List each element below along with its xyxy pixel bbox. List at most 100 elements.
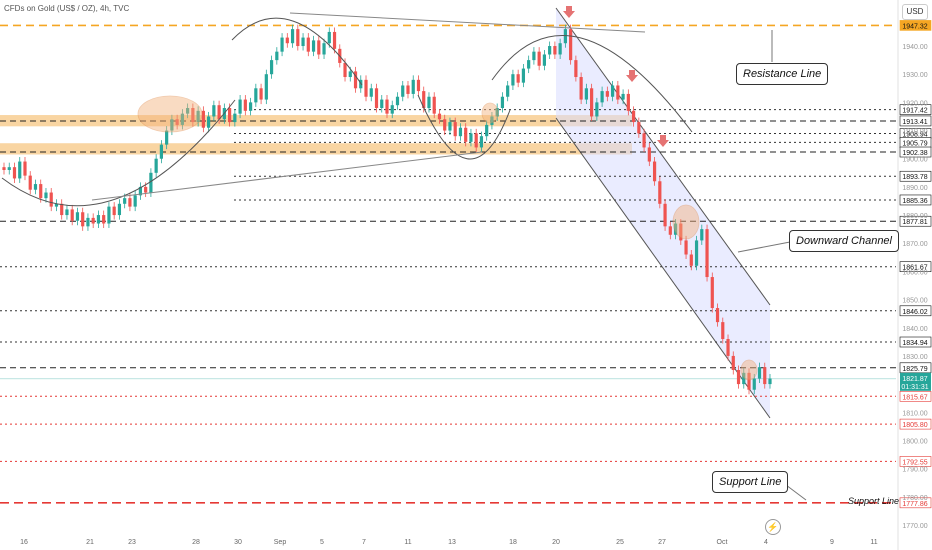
candle-body — [311, 40, 316, 52]
highlight-circle — [672, 204, 700, 240]
candle-body — [75, 212, 80, 221]
candle-body — [443, 119, 447, 131]
price-label-box — [899, 20, 932, 31]
candle-body — [479, 136, 484, 148]
y-tick-label: 1840.00 — [902, 326, 927, 333]
current-price-text: 1821.87 — [902, 376, 927, 383]
candle-body — [264, 74, 268, 100]
candle-body — [81, 212, 85, 227]
price-label-box — [899, 170, 932, 182]
y-tick-label: 1790.00 — [902, 467, 927, 474]
candle-body — [217, 105, 221, 120]
candle-body — [747, 372, 751, 390]
y-tick-label: 1830.00 — [902, 354, 927, 361]
candle-body — [569, 29, 573, 61]
candle-body — [144, 186, 148, 193]
candle-body — [306, 37, 310, 52]
candle-body — [652, 161, 657, 182]
candle-body — [86, 217, 90, 227]
candle-body — [301, 37, 305, 47]
candle-body — [296, 29, 300, 47]
candle-body — [196, 110, 200, 123]
candle-body — [647, 147, 651, 162]
down-arrow-icon — [563, 6, 575, 18]
price-label-box — [899, 390, 932, 402]
y-tick-label: 1780.00 — [902, 495, 927, 502]
highlight-circle — [740, 359, 758, 381]
price-label-box — [899, 261, 932, 273]
candle-body — [91, 217, 95, 224]
candle-body — [18, 161, 22, 179]
x-tick-label: 5 — [320, 539, 324, 546]
support-line-callout: Support Line — [712, 471, 789, 493]
candle-body — [406, 85, 410, 94]
price-label-box — [899, 305, 932, 317]
candle-body — [437, 113, 442, 120]
price-label-text: 1815.67 — [902, 394, 927, 401]
candle-body — [422, 91, 426, 109]
candle-body — [128, 198, 132, 207]
candle-body — [23, 161, 27, 176]
price-label-box — [899, 194, 932, 206]
lightning-icon[interactable]: ⚡ — [765, 519, 781, 535]
price-label-text: 1917.42 — [902, 108, 927, 115]
candle-body — [70, 209, 74, 221]
y-tick-label: 1940.00 — [902, 44, 927, 51]
candle-body — [432, 96, 436, 114]
candle-body — [694, 240, 699, 266]
x-tick-label: 18 — [509, 539, 517, 546]
candle-body — [506, 85, 510, 97]
candle-body — [332, 31, 337, 49]
candle-body — [464, 127, 468, 142]
candle-body — [138, 186, 143, 196]
x-tick-label: 16 — [20, 539, 28, 546]
candle-body — [590, 88, 594, 117]
candle-body — [642, 133, 646, 148]
candle-body — [700, 229, 704, 241]
candle-body — [563, 29, 567, 44]
candle-body — [537, 51, 541, 66]
candle-body — [726, 339, 730, 356]
candle-body — [353, 71, 358, 89]
down-arrow-icon — [657, 135, 669, 147]
currency-badge[interactable]: USD — [902, 4, 928, 20]
candle-body — [149, 172, 153, 193]
candle-body — [233, 113, 237, 123]
candle-body — [385, 99, 389, 114]
x-tick-label: Oct — [717, 539, 728, 546]
candle-body — [684, 240, 688, 255]
price-label-box — [899, 146, 932, 158]
candle-body — [490, 116, 494, 125]
candle-body — [180, 113, 184, 125]
candle-body — [133, 195, 137, 207]
candle-body — [54, 203, 59, 207]
candle-body — [175, 119, 179, 125]
resistance-line-callout: Resistance Line — [736, 63, 829, 85]
candle-body — [621, 93, 625, 100]
x-tick-label: 4 — [764, 539, 768, 546]
candle-body — [689, 254, 693, 266]
candle-body — [348, 71, 352, 78]
y-tick-label: 1900.00 — [902, 157, 927, 164]
candle-body — [290, 29, 295, 44]
candle-body — [343, 62, 347, 78]
candle-body — [228, 108, 232, 123]
y-tick-label: 1910.00 — [902, 129, 927, 136]
downward-channel-callout: Downward Channel — [789, 230, 899, 252]
candle-body — [275, 51, 279, 61]
candle-body — [715, 308, 720, 323]
candle-body — [117, 203, 122, 216]
candle-body — [7, 167, 11, 170]
price-label-text: 1908.94 — [902, 132, 927, 139]
price-label-text: 1947.32 — [902, 23, 927, 30]
x-tick-label: 28 — [192, 539, 200, 546]
candle-body — [107, 206, 111, 224]
candle-body — [458, 127, 463, 137]
candle-body — [201, 110, 205, 128]
candle-body — [574, 60, 578, 78]
candle-body — [60, 203, 64, 216]
y-tick-label: 1930.00 — [902, 72, 927, 79]
candle-body — [33, 184, 38, 190]
falling-trendline — [289, 12, 646, 33]
